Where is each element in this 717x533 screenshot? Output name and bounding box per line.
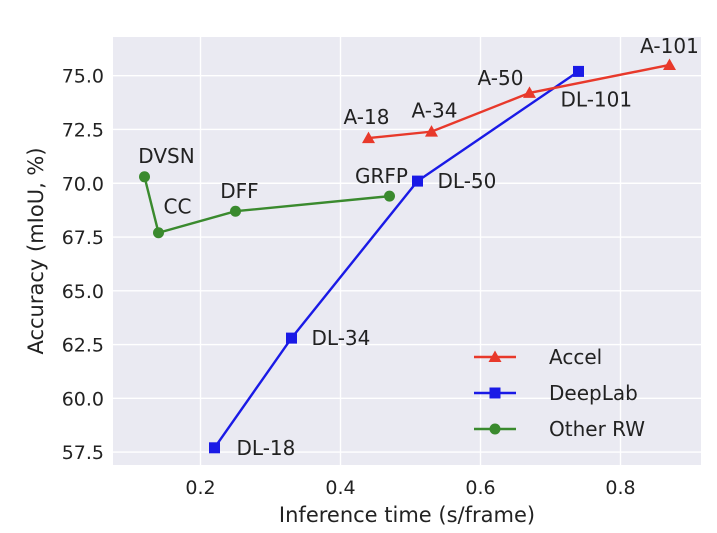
point-label: DL-101 bbox=[561, 87, 633, 111]
data-point bbox=[384, 190, 395, 202]
series-line bbox=[368, 63, 670, 140]
point-label: A-18 bbox=[344, 105, 390, 129]
legend-label: DeepLab bbox=[549, 381, 638, 405]
y-tick-label: 62.5 bbox=[62, 335, 104, 357]
data-point bbox=[153, 227, 164, 239]
point-label: A-50 bbox=[478, 66, 524, 90]
point-label: A-34 bbox=[412, 99, 458, 123]
legend-label: Other RW bbox=[549, 417, 645, 441]
y-tick-label: 72.5 bbox=[62, 119, 104, 141]
plot-area bbox=[113, 37, 701, 465]
series-deeplab: DL-18 DL-34 DL-50 DL-101 bbox=[209, 65, 633, 460]
legend-item: DeepLab bbox=[474, 381, 638, 405]
series-line bbox=[143, 176, 390, 235]
data-point bbox=[412, 175, 423, 187]
y-axis-label: Accuracy (mIoU, %) bbox=[24, 147, 48, 354]
y-tick-label: 65.0 bbox=[62, 281, 104, 303]
point-label: DL-34 bbox=[312, 326, 371, 350]
y-tick-label: 60.0 bbox=[62, 388, 104, 410]
data-point bbox=[286, 332, 297, 344]
point-label: DL-50 bbox=[438, 169, 497, 193]
data-point bbox=[209, 442, 220, 454]
x-tick-label: 0.4 bbox=[325, 477, 355, 499]
legend-item: Other RW bbox=[474, 417, 645, 441]
data-point bbox=[362, 131, 375, 144]
legend-marker bbox=[488, 350, 502, 362]
y-tick-label: 57.5 bbox=[62, 442, 104, 464]
grid-lines bbox=[113, 37, 701, 465]
data-point bbox=[573, 65, 584, 77]
point-label: A-101 bbox=[640, 34, 699, 58]
legend-marker bbox=[489, 387, 501, 399]
point-label: DVSN bbox=[138, 144, 194, 168]
data-point bbox=[425, 125, 438, 137]
point-label: CC bbox=[164, 195, 192, 219]
legend-label: Accel bbox=[549, 345, 602, 369]
series-other-rw: DVSN CC DFF GRFP bbox=[138, 144, 408, 239]
x-tick-label: 0.8 bbox=[605, 477, 635, 499]
data-point bbox=[230, 205, 241, 217]
data-point bbox=[663, 58, 676, 70]
point-label: DFF bbox=[220, 179, 258, 203]
series-line bbox=[213, 70, 580, 449]
legend-marker bbox=[489, 423, 501, 435]
data-point bbox=[523, 86, 536, 98]
point-label: DL-18 bbox=[237, 436, 296, 460]
data-point bbox=[139, 171, 150, 183]
axis-ticks: 0.2 0.4 0.6 0.8 57.5 60.0 62.5 65.0 67.5 70.0 72.5… bbox=[62, 66, 636, 499]
point-label: GRFP bbox=[355, 164, 408, 188]
y-tick-label: 75.0 bbox=[62, 66, 104, 88]
legend: Accel DeepLab Other RW bbox=[474, 345, 645, 441]
legend-item: Accel bbox=[474, 345, 602, 369]
x-tick-label: 0.2 bbox=[185, 477, 215, 499]
x-axis-label: Inference time (s/frame) bbox=[279, 503, 535, 527]
x-tick-label: 0.6 bbox=[465, 477, 495, 499]
y-tick-label: 67.5 bbox=[62, 227, 104, 249]
series-accel: A-18 A-34 A-50 A-101 bbox=[344, 34, 699, 144]
y-tick-label: 70.0 bbox=[62, 173, 104, 195]
